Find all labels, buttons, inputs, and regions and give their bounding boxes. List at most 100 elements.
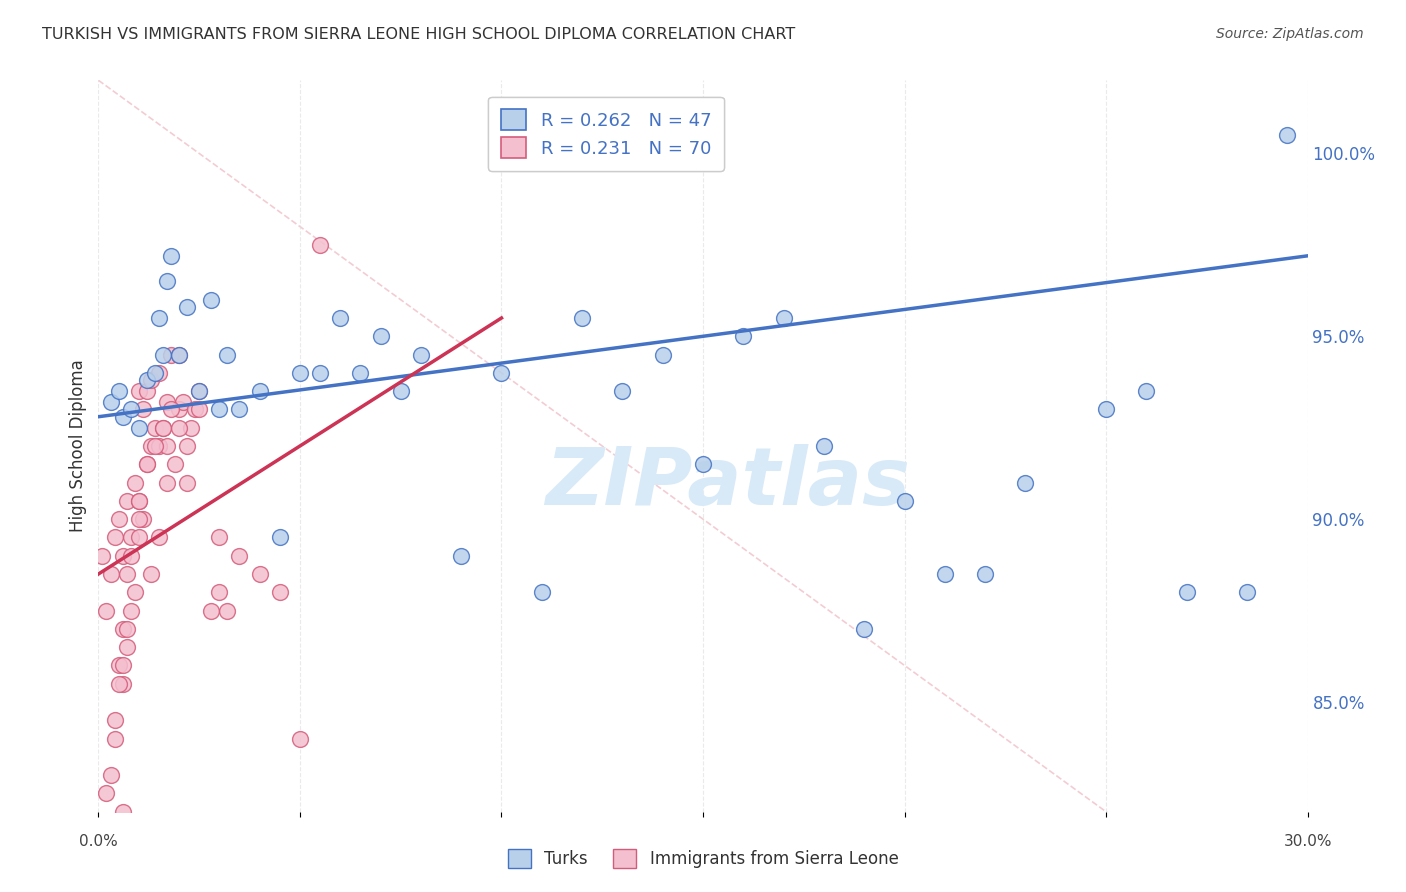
Point [107,658,129,673]
Point [1014,475,1036,490]
Point [143,366,166,380]
Point [269,531,291,545]
Point [309,366,332,380]
Point [96,787,118,801]
Point [100,395,122,409]
Point [120,531,142,545]
Point [143,439,166,453]
Point [1095,402,1118,417]
Point [143,421,166,435]
Point [217,348,239,362]
Point [188,402,211,417]
Point [309,238,332,252]
Point [111,677,134,691]
Point [135,458,157,472]
Point [200,293,222,307]
Point [103,531,125,545]
Point [124,475,146,490]
Point [128,384,150,399]
Point [188,384,211,399]
Point [107,512,129,526]
Point [139,567,162,582]
Point [184,402,207,417]
Point [107,384,129,399]
Legend: R = 0.262   N = 47, R = 0.231   N = 70: R = 0.262 N = 47, R = 0.231 N = 70 [488,96,724,171]
Point [148,531,170,545]
Point [571,311,593,326]
Point [115,622,138,636]
Point [1277,128,1299,143]
Point [163,458,186,472]
Point [176,300,198,314]
Point [160,402,183,417]
Text: TURKISH VS IMMIGRANTS FROM SIERRA LEONE HIGH SCHOOL DIPLOMA CORRELATION CHART: TURKISH VS IMMIGRANTS FROM SIERRA LEONE … [42,27,796,42]
Point [228,402,250,417]
Point [692,458,714,472]
Point [934,567,956,582]
Point [974,567,997,582]
Point [103,714,125,728]
Point [120,402,142,417]
Point [128,494,150,508]
Point [100,768,122,782]
Point [139,439,162,453]
Point [111,805,134,819]
Point [269,585,291,599]
Point [176,439,198,453]
Point [107,677,129,691]
Point [176,475,198,490]
Point [893,494,915,508]
Point [156,439,179,453]
Point [91,549,114,563]
Point [132,402,155,417]
Point [135,458,157,472]
Legend: Turks, Immigrants from Sierra Leone: Turks, Immigrants from Sierra Leone [501,842,905,875]
Point [228,549,250,563]
Point [103,731,125,746]
Point [135,384,157,399]
Point [128,421,150,435]
Point [200,604,222,618]
Point [370,329,392,343]
Point [148,366,170,380]
Y-axis label: High School Diploma: High School Diploma [69,359,87,533]
Point [612,384,634,399]
Point [152,348,174,362]
Point [1135,384,1157,399]
Point [409,348,432,362]
Point [160,348,183,362]
Point [491,366,513,380]
Point [329,311,352,326]
Point [115,567,138,582]
Point [152,421,174,435]
Point [651,348,673,362]
Point [167,348,190,362]
Point [249,384,271,399]
Point [111,409,134,424]
Point [132,512,155,526]
Point [111,622,134,636]
Point [208,585,231,599]
Point [167,348,190,362]
Point [128,494,150,508]
Point [288,731,311,746]
Point [156,395,179,409]
Point [160,249,183,263]
Point [853,622,876,636]
Point [1236,585,1258,599]
Point [172,395,194,409]
Point [120,549,142,563]
Point [120,604,142,618]
Point [389,384,412,399]
Point [128,512,150,526]
Point [208,531,231,545]
Point [813,439,835,453]
Point [111,658,134,673]
Text: 30.0%: 30.0% [1284,834,1331,848]
Point [111,549,134,563]
Point [167,402,190,417]
Point [733,329,755,343]
Point [156,475,179,490]
Text: 0.0%: 0.0% [79,834,118,848]
Point [156,275,179,289]
